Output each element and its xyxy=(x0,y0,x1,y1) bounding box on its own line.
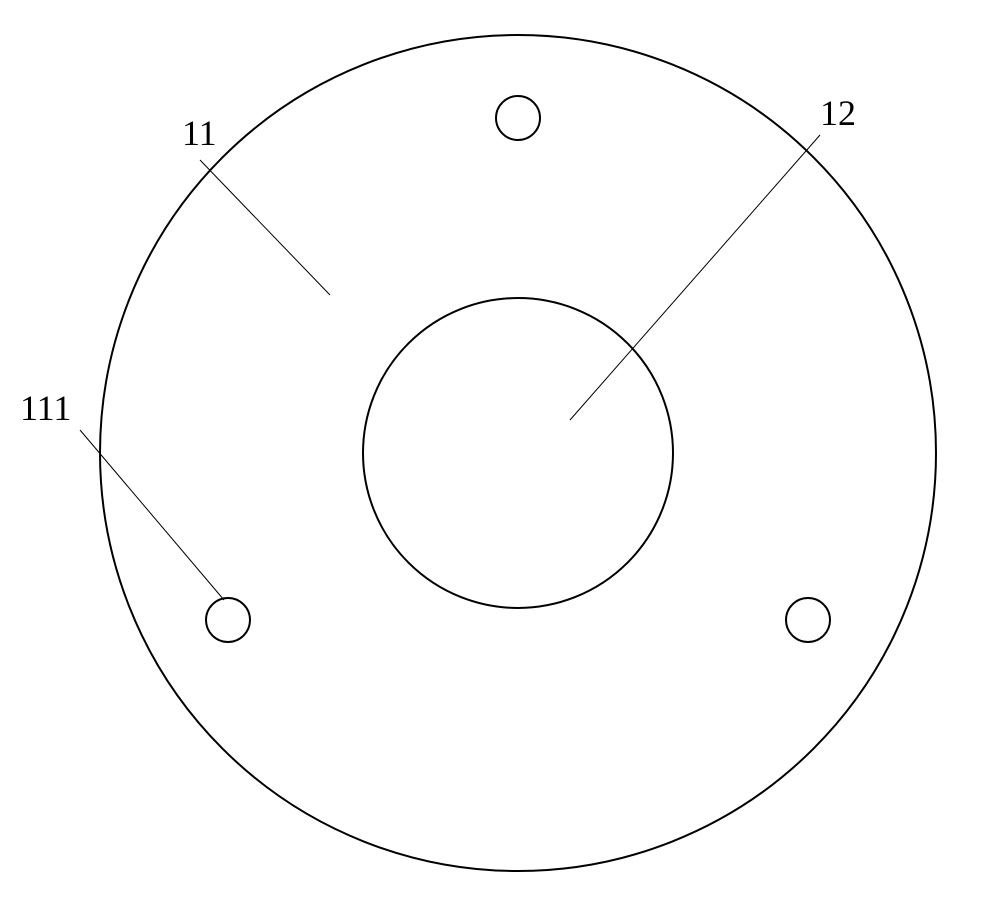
flange-diagram xyxy=(0,0,1000,906)
label-11: 11 xyxy=(182,115,217,151)
inner-circle xyxy=(363,298,673,608)
label-12: 12 xyxy=(820,95,856,131)
leader-12 xyxy=(570,135,820,420)
outer-circle xyxy=(100,35,936,871)
bolt-hole-2 xyxy=(786,598,830,642)
leader-11 xyxy=(200,160,330,295)
bolt-hole-0 xyxy=(496,96,540,140)
leader-111 xyxy=(80,430,224,600)
label-111: 111 xyxy=(20,390,71,426)
bolt-hole-1 xyxy=(206,598,250,642)
